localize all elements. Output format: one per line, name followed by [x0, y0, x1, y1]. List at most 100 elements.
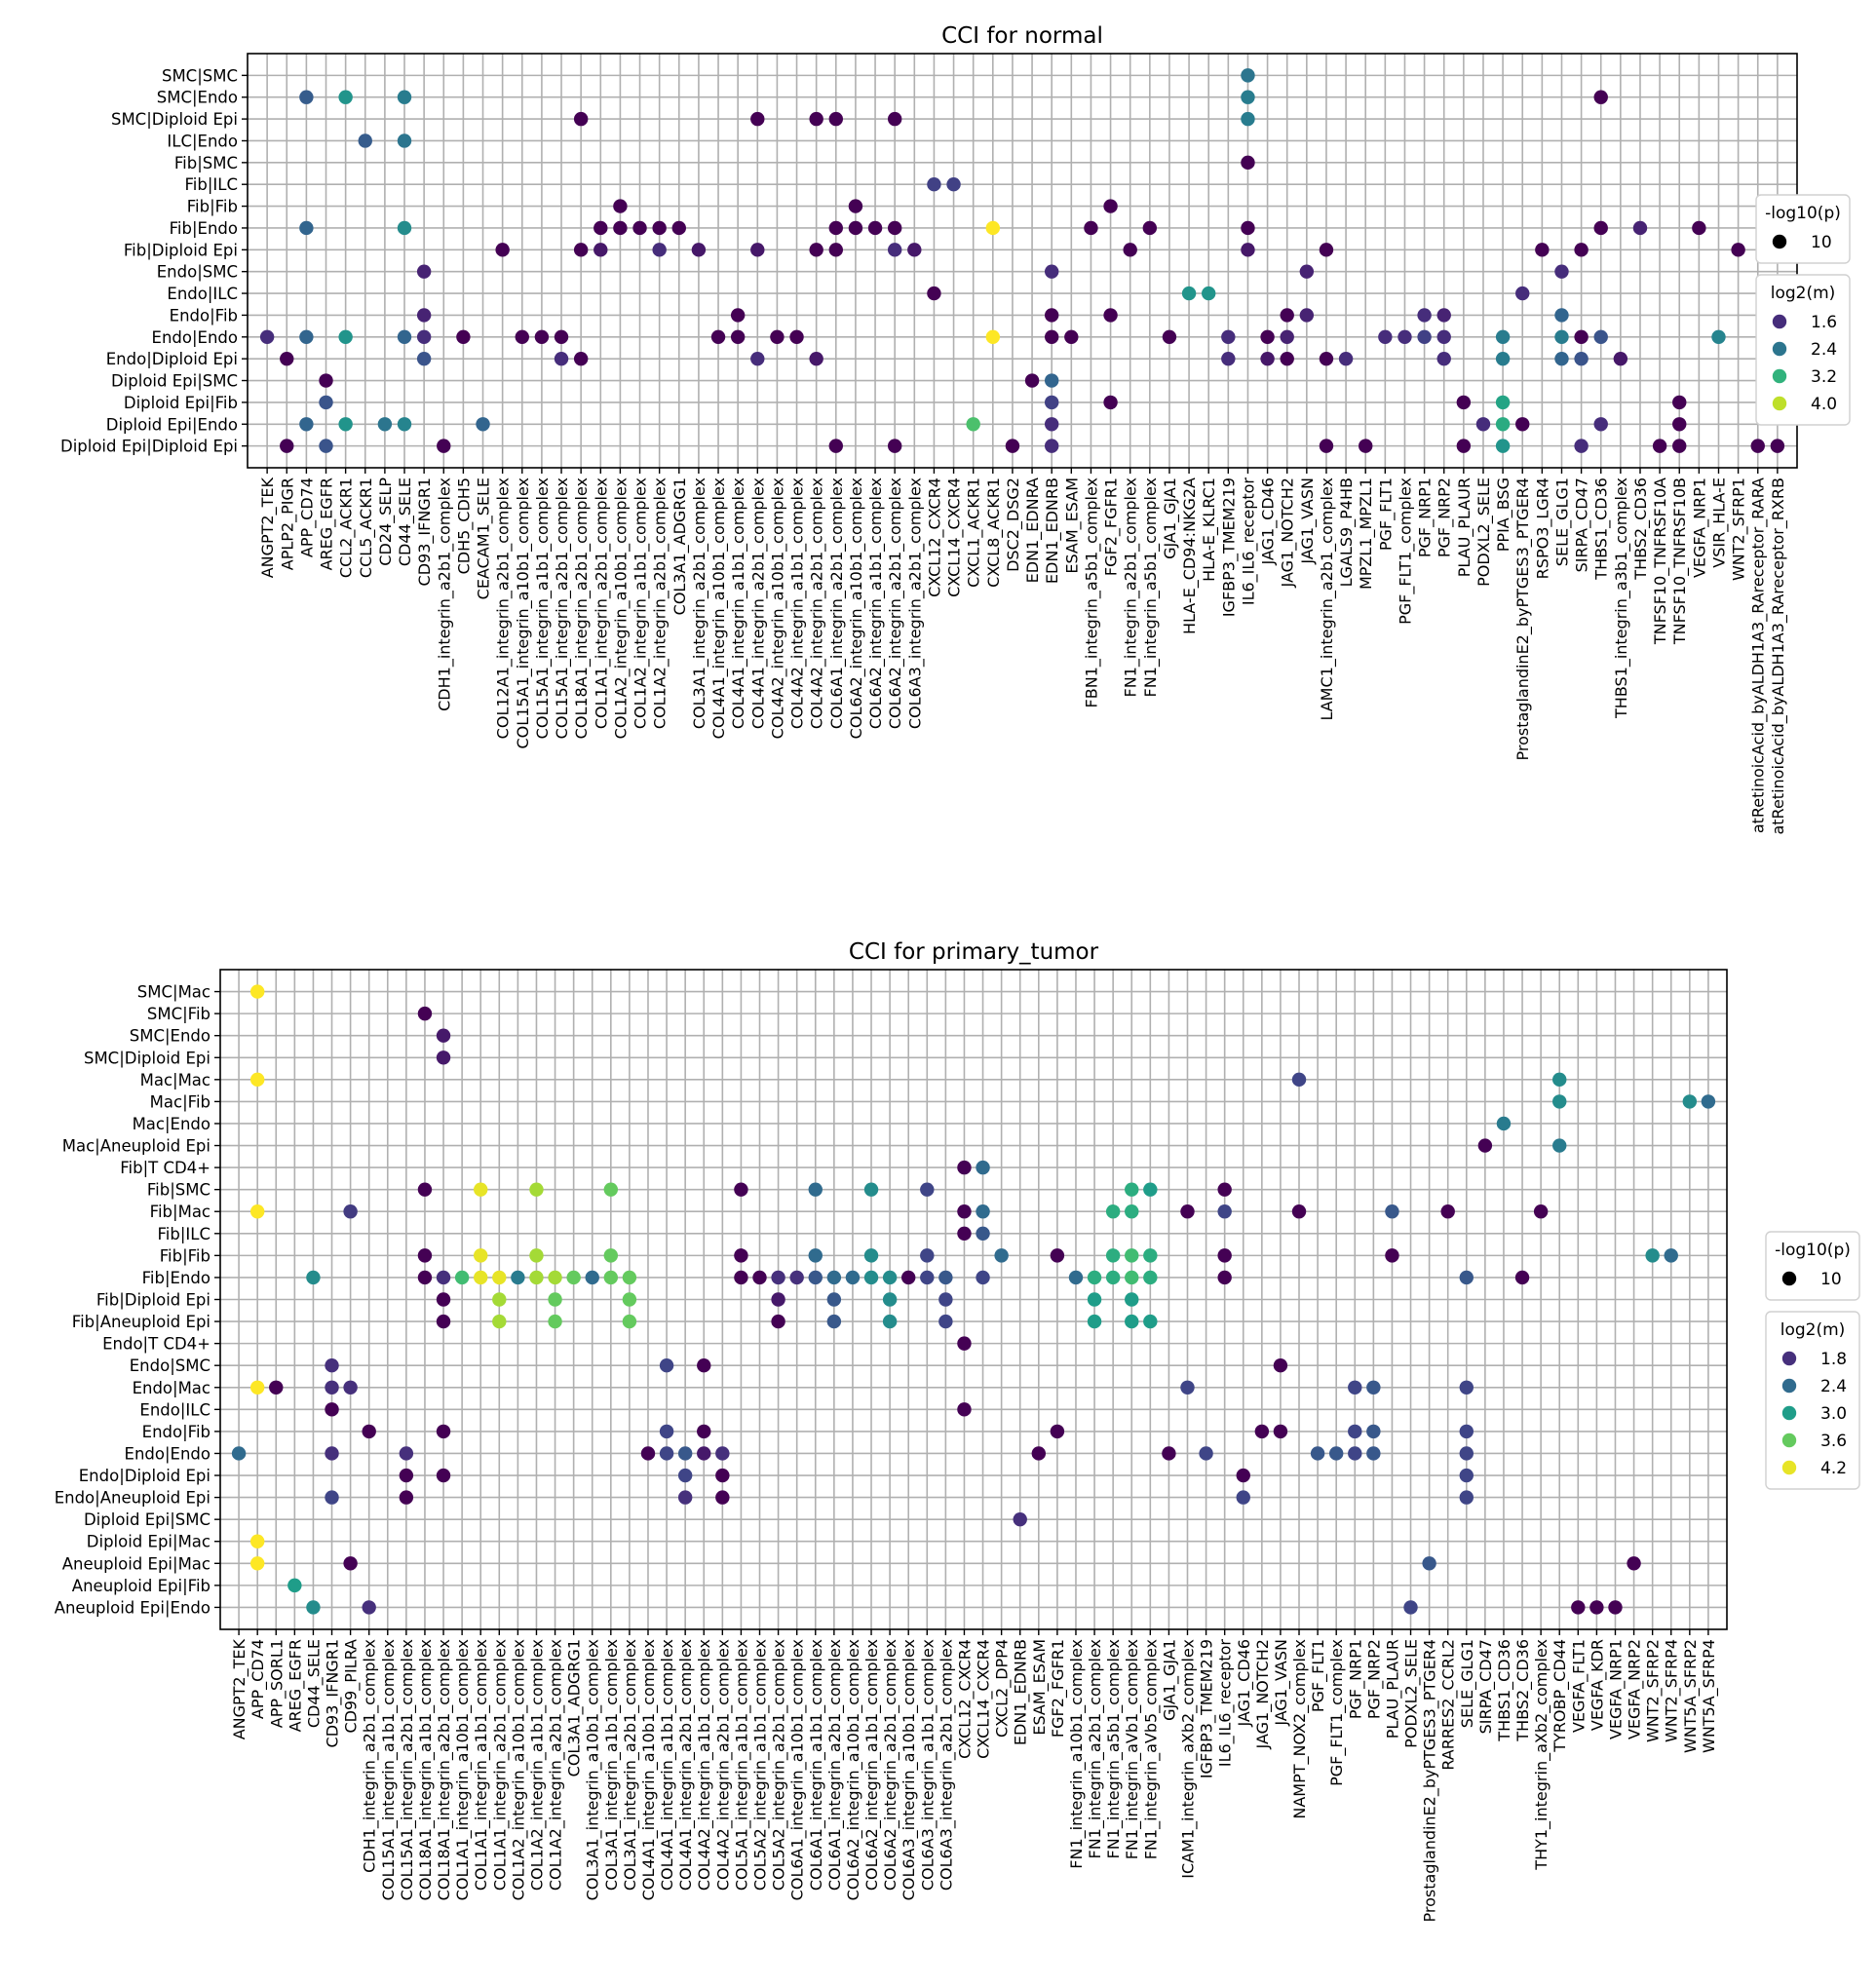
data-point [976, 1226, 990, 1242]
x-tick-label: COL1A1_integrin_a2b1_complex [490, 1639, 510, 1891]
data-point [377, 417, 393, 432]
data-point [1574, 329, 1589, 344]
x-tick-label: COL3A1_integrin_a2b1_complex [621, 1639, 640, 1891]
x-tick-label: COL18A1_integrin_a2b1_complex [572, 478, 592, 739]
data-point [417, 1182, 433, 1197]
data-point [554, 329, 569, 344]
x-tick-label: COL6A2_integrin_a1b1_complex [866, 478, 886, 729]
primary-tumor-panel: CCI for primary_tumor SMC|Mac SMC|Fib SMC|E… [55, 939, 1860, 1923]
data-point [1456, 439, 1472, 453]
data-point [750, 243, 765, 257]
data-point [1608, 1600, 1623, 1615]
data-point [1593, 90, 1608, 104]
data-point [826, 1292, 842, 1307]
data-point [476, 417, 490, 432]
data-point [1348, 1446, 1362, 1461]
data-point [1552, 1138, 1567, 1153]
data-point [613, 220, 628, 236]
data-point [848, 220, 863, 236]
data-point [985, 329, 1001, 344]
data-point [1125, 1182, 1139, 1197]
data-point [399, 1446, 414, 1461]
data-point [511, 1270, 525, 1285]
x-tick-label: CXCL12_CXCR4 [925, 478, 944, 597]
data-point [659, 1358, 674, 1373]
x-tick-label: EDN1_EDNRB [1012, 1639, 1031, 1745]
x-tick-label: VEGFA_NRP2 [1626, 1639, 1645, 1739]
x-tick-label: COL1A2_integrin_a2b1_complex [651, 478, 670, 729]
data-point [809, 351, 823, 366]
data-point [1319, 439, 1334, 453]
data-point [710, 329, 726, 344]
x-tick-label: HLA-E_CD94:NKG2A [1180, 478, 1200, 634]
data-point [1199, 1446, 1213, 1461]
data-point [920, 1182, 935, 1197]
x-tick-label: APP_CD74 [249, 1639, 268, 1719]
data-point [652, 220, 667, 236]
x-tick-label: DSC2_DSG2 [1004, 478, 1023, 572]
data-point [1180, 1204, 1195, 1219]
x-tick-label: EDN1_EDNRA [1023, 478, 1043, 583]
data-point [1260, 351, 1275, 366]
color-legend-marker [1781, 1460, 1797, 1475]
data-point [622, 1270, 637, 1285]
color-legend-marker [1772, 341, 1787, 357]
data-point [397, 329, 412, 344]
x-tick-label: COL6A2_integrin_a2b1_complex [886, 478, 905, 729]
x-tick-label: COL15A1_integrin_a1b1_complex [379, 1639, 399, 1900]
data-point [863, 1182, 879, 1197]
data-point [1496, 1116, 1512, 1131]
data-point [1236, 1468, 1250, 1483]
data-point [1310, 1446, 1325, 1461]
data-point [566, 1270, 581, 1285]
y-tick-label: Endo|Mac [133, 1379, 211, 1397]
x-tick-label: PODXL2_SELE [1474, 478, 1494, 587]
data-point [299, 329, 314, 344]
normal-panel: CCI for normal SMC|SMC SMC|Endo SMC|Diploid… [60, 23, 1851, 835]
x-tick-label: PGF_NRP1 [1416, 478, 1436, 557]
data-point [603, 1248, 619, 1263]
data-point [338, 90, 353, 104]
data-point [771, 1270, 785, 1285]
data-point [573, 243, 589, 257]
data-point [1459, 1468, 1474, 1483]
x-tick-label: SELE_GLG1 [1458, 1639, 1477, 1728]
data-point [1044, 417, 1059, 432]
data-point [900, 1270, 916, 1285]
data-point [1750, 439, 1765, 453]
y-tick-label: SMC|Diploid Epi [84, 1049, 211, 1067]
color-legend-label: 4.2 [1820, 1459, 1847, 1478]
y-tick-label: Fib|ILC [158, 1225, 211, 1243]
data-point [826, 1314, 842, 1329]
data-point [436, 1424, 451, 1439]
x-tick-label: NAMPT_NOX2_complex [1290, 1639, 1310, 1819]
data-point [1050, 1424, 1065, 1439]
data-point [957, 1336, 972, 1351]
data-point [1319, 351, 1334, 366]
data-point [1632, 220, 1648, 236]
color-legend-label: 1.6 [1811, 313, 1837, 332]
y-tick-label: Endo|Diploid Epi [79, 1467, 211, 1485]
data-point [1378, 329, 1393, 344]
data-point [1440, 1204, 1455, 1219]
x-tick-label: RSPO3_LGR4 [1533, 478, 1552, 579]
x-tick-label: FN1_integrin_a5b1_complex [1141, 478, 1161, 698]
x-tick-label: CD93_IFNGR1 [324, 1639, 343, 1747]
data-point [492, 1292, 507, 1307]
data-point [1143, 1182, 1158, 1197]
data-point [1125, 1204, 1139, 1219]
x-tick-label: EDN1_EDNRB [1043, 478, 1062, 584]
y-tick-label: Diploid Epi|SMC [84, 1510, 211, 1529]
color-legend-title: log2(m) [1780, 1320, 1846, 1340]
data-point [1554, 308, 1569, 323]
data-point [573, 351, 589, 366]
x-tick-label: CCL5_ACKR1 [357, 478, 376, 578]
x-tick-label: COL15A1_integrin_a2b1_complex [398, 1639, 417, 1900]
data-point [259, 329, 275, 344]
y-tick-label: Aneuploid Epi|Endo [55, 1598, 211, 1617]
data-point [867, 220, 883, 236]
data-point [1142, 220, 1158, 236]
color-legend-label: 3.6 [1820, 1432, 1847, 1451]
data-point [966, 417, 980, 432]
